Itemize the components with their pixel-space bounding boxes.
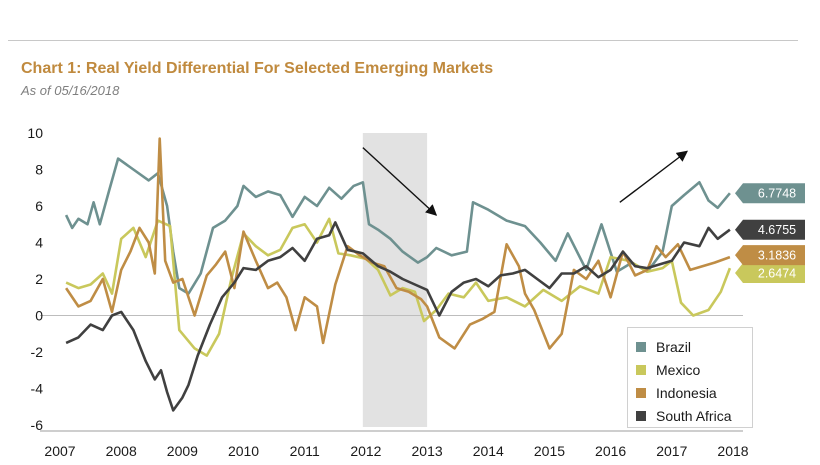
- legend-item-indonesia: Indonesia: [628, 381, 752, 404]
- x-tick-label-3: 2010: [228, 443, 259, 459]
- y-tick-label-1: 8: [35, 162, 43, 178]
- legend-swatch-indonesia: [636, 387, 646, 398]
- end-tag-brazil: [735, 183, 805, 204]
- end-tag-indonesia: [735, 245, 805, 266]
- legend-swatch-brazil: [636, 341, 646, 352]
- x-tick-label-6: 2013: [412, 443, 443, 459]
- y-tick-label-3: 4: [35, 235, 43, 251]
- legend-item-mexico: Mexico: [628, 358, 752, 381]
- legend-label-mexico: Mexico: [656, 361, 701, 378]
- series-line-brazil: [64, 157, 731, 295]
- y-tick-label-7: -4: [31, 381, 44, 397]
- legend-label-brazil: Brazil: [656, 338, 692, 355]
- end-value-south-africa: 4.6755: [758, 223, 796, 237]
- legend-label-south-africa: South Africa: [656, 407, 732, 424]
- series-line-south-africa: [65, 221, 731, 412]
- x-tick-label-5: 2012: [350, 443, 381, 459]
- x-tick-label-1: 2008: [106, 443, 137, 459]
- y-tick-label-4: 2: [35, 271, 43, 287]
- series-line-indonesia: [65, 137, 731, 350]
- legend-item-south-africa: South Africa: [628, 404, 752, 427]
- legend-item-brazil: Brazil: [628, 335, 752, 358]
- x-tick-label-10: 2017: [656, 443, 687, 459]
- end-tag-south-africa: [735, 219, 805, 240]
- y-tick-label-5: 0: [35, 308, 43, 324]
- x-tick-label-0: 2007: [44, 443, 75, 459]
- x-tick-label-11: 2018: [717, 443, 748, 459]
- y-tick-label-6: -2: [31, 344, 44, 360]
- y-tick-label-0: 10: [27, 125, 43, 141]
- legend: Brazil Mexico Indonesia South Africa: [627, 327, 753, 428]
- x-tick-label-4: 2011: [290, 443, 320, 459]
- end-value-brazil: 6.7748: [758, 187, 796, 201]
- x-tick-label-2: 2009: [167, 443, 198, 459]
- chart-subtitle: As of 05/16/2018: [21, 83, 120, 98]
- legend-swatch-mexico: [636, 364, 646, 375]
- legend-label-indonesia: Indonesia: [656, 384, 717, 401]
- legend-swatch-south-africa: [636, 410, 646, 421]
- x-tick-label-7: 2014: [473, 443, 504, 459]
- shaded-region: [362, 133, 428, 427]
- top-divider: [8, 40, 798, 41]
- y-tick-label-2: 6: [35, 198, 43, 214]
- x-tick-label-9: 2016: [595, 443, 626, 459]
- end-value-mexico: 2.6474: [758, 267, 796, 281]
- trend-arrow-0: [362, 147, 438, 216]
- chart-title: Chart 1: Real Yield Differential For Sel…: [21, 60, 494, 77]
- end-value-indonesia: 3.1836: [758, 249, 796, 263]
- end-tag-mexico: [735, 263, 805, 284]
- x-tick-label-8: 2015: [534, 443, 565, 459]
- trend-arrow-1: [619, 150, 689, 203]
- y-tick-label-8: -6: [31, 417, 44, 433]
